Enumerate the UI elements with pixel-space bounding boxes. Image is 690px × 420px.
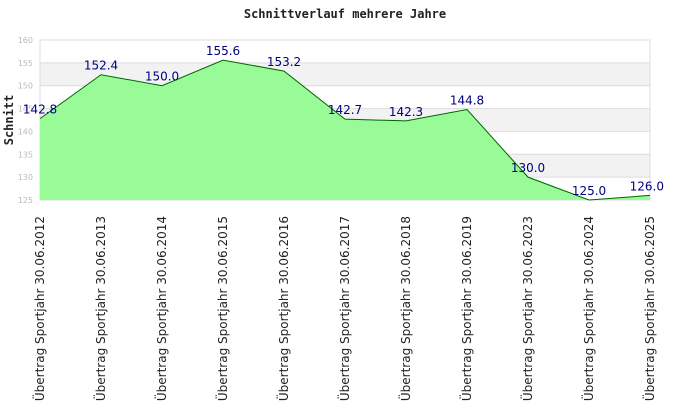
y-tick-label: 125: [18, 196, 33, 205]
y-tick-label: 140: [18, 127, 33, 136]
series-line: [39, 59, 651, 201]
x-axis-ticks: Übertrag Sportjahr 30.06.2012 Übertrag Sp…: [31, 216, 657, 401]
series-area: [40, 60, 650, 200]
data-label: 142.7: [328, 103, 362, 117]
x-tick-label: Übertrag Sportjahr 30.06.2016: [275, 216, 291, 401]
data-label: 142.8: [23, 103, 57, 117]
y-axis-label: Schnitt: [2, 95, 16, 146]
x-tick-label: Übertrag Sportjahr 30.06.2025: [641, 216, 657, 401]
y-tick-label: 135: [18, 150, 33, 159]
y-tick-label: 160: [18, 36, 33, 45]
x-tick-label: Übertrag Sportjahr 30.06.2015: [214, 216, 230, 401]
x-tick-label: Übertrag Sportjahr 30.06.2024: [580, 216, 596, 401]
data-label: 130.0: [511, 161, 545, 175]
y-axis-ticks: 125 130 135 140 145 150 155 160: [18, 36, 33, 205]
data-label: 125.0: [572, 184, 606, 198]
x-tick-label: Übertrag Sportjahr 30.06.2018: [397, 216, 413, 401]
y-tick-label: 155: [18, 59, 33, 68]
data-label: 150.0: [145, 70, 179, 84]
data-label: 144.8: [450, 93, 484, 107]
y-tick-label: 145: [18, 105, 33, 114]
data-label: 152.4: [84, 59, 118, 73]
y-tick-label: 130: [18, 173, 33, 182]
data-labels: 142.8 152.4 150.0 155.6 153.2 142.7 142.3 144.8…: [23, 44, 664, 198]
x-tick-label: Übertrag Sportjahr 30.06.2014: [153, 216, 169, 401]
data-label: 155.6: [206, 44, 240, 58]
y-tick-label: 150: [18, 82, 33, 91]
x-tick-label: Übertrag Sportjahr 30.06.2019: [458, 216, 474, 401]
chart-title: Schnittverlauf mehrere Jahre: [244, 7, 446, 21]
x-tick-label: Übertrag Sportjahr 30.06.2012: [31, 216, 47, 401]
x-tick-label: Übertrag Sportjahr 30.06.2013: [92, 216, 108, 401]
data-label: 153.2: [267, 55, 301, 69]
data-label: 142.3: [389, 105, 423, 119]
x-tick-label: Übertrag Sportjahr 30.06.2017: [336, 216, 352, 401]
data-label: 126.0: [630, 179, 664, 193]
x-tick-label: Übertrag Sportjahr 30.06.2023: [519, 216, 535, 401]
